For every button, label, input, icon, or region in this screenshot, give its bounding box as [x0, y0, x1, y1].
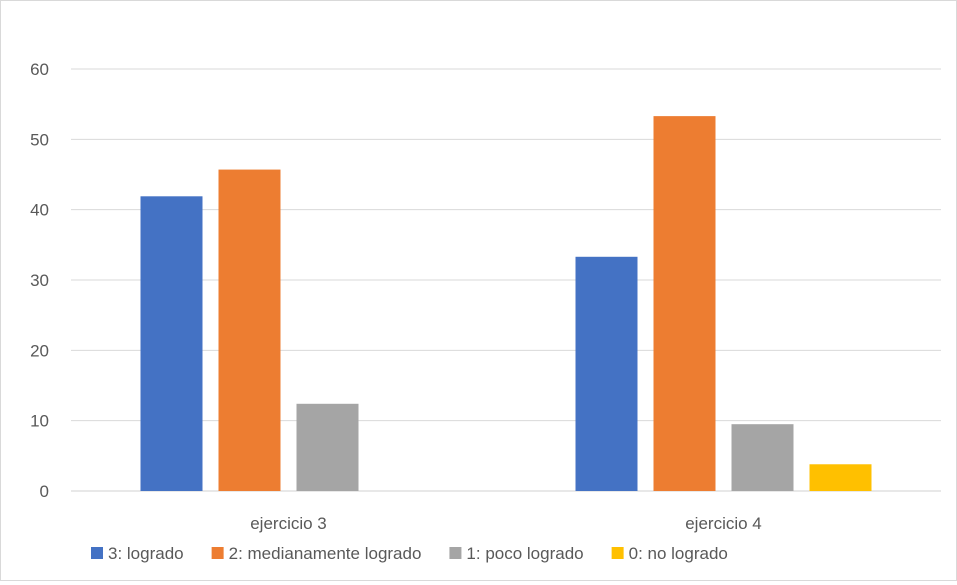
legend-label: 0: no logrado [629, 544, 728, 563]
y-axis-tick-labels: 0 10 20 30 40 50 60 [30, 60, 49, 501]
y-tick-label: 20 [30, 341, 49, 360]
category-label: ejercicio 3 [250, 514, 327, 533]
gridlines [71, 68, 941, 492]
y-tick-label: 10 [30, 412, 49, 431]
bar [731, 424, 794, 491]
legend-item: 0: no logrado [611, 544, 728, 563]
y-tick-label: 30 [30, 271, 49, 290]
legend-label: 1: poco logrado [466, 544, 583, 563]
y-tick-label: 0 [40, 482, 49, 501]
bar [653, 116, 716, 491]
y-tick-label: 60 [30, 60, 49, 79]
legend-item: 3: logrado [91, 544, 184, 563]
x-axis-category-labels: ejercicio 3 ejercicio 4 [250, 514, 762, 533]
y-tick-label: 40 [30, 201, 49, 220]
legend-swatch [611, 547, 624, 559]
bar [218, 169, 281, 491]
legend-swatch [91, 547, 103, 559]
bar [140, 196, 203, 491]
legend-item: 2: medianamente logrado [211, 544, 422, 563]
legend-label: 3: logrado [108, 544, 184, 563]
legend-swatch [211, 547, 224, 559]
y-tick-label: 50 [30, 130, 49, 149]
legend-item: 1: poco logrado [449, 544, 584, 563]
legend-swatch [449, 547, 462, 559]
bar [809, 464, 872, 491]
category-label: ejercicio 4 [685, 514, 762, 533]
bar [575, 256, 638, 491]
legend-label: 2: medianamente logrado [229, 544, 422, 563]
bar [296, 403, 359, 491]
legend: 3: logrado 2: medianamente logrado 1: poco… [91, 544, 728, 563]
bars [140, 116, 872, 491]
